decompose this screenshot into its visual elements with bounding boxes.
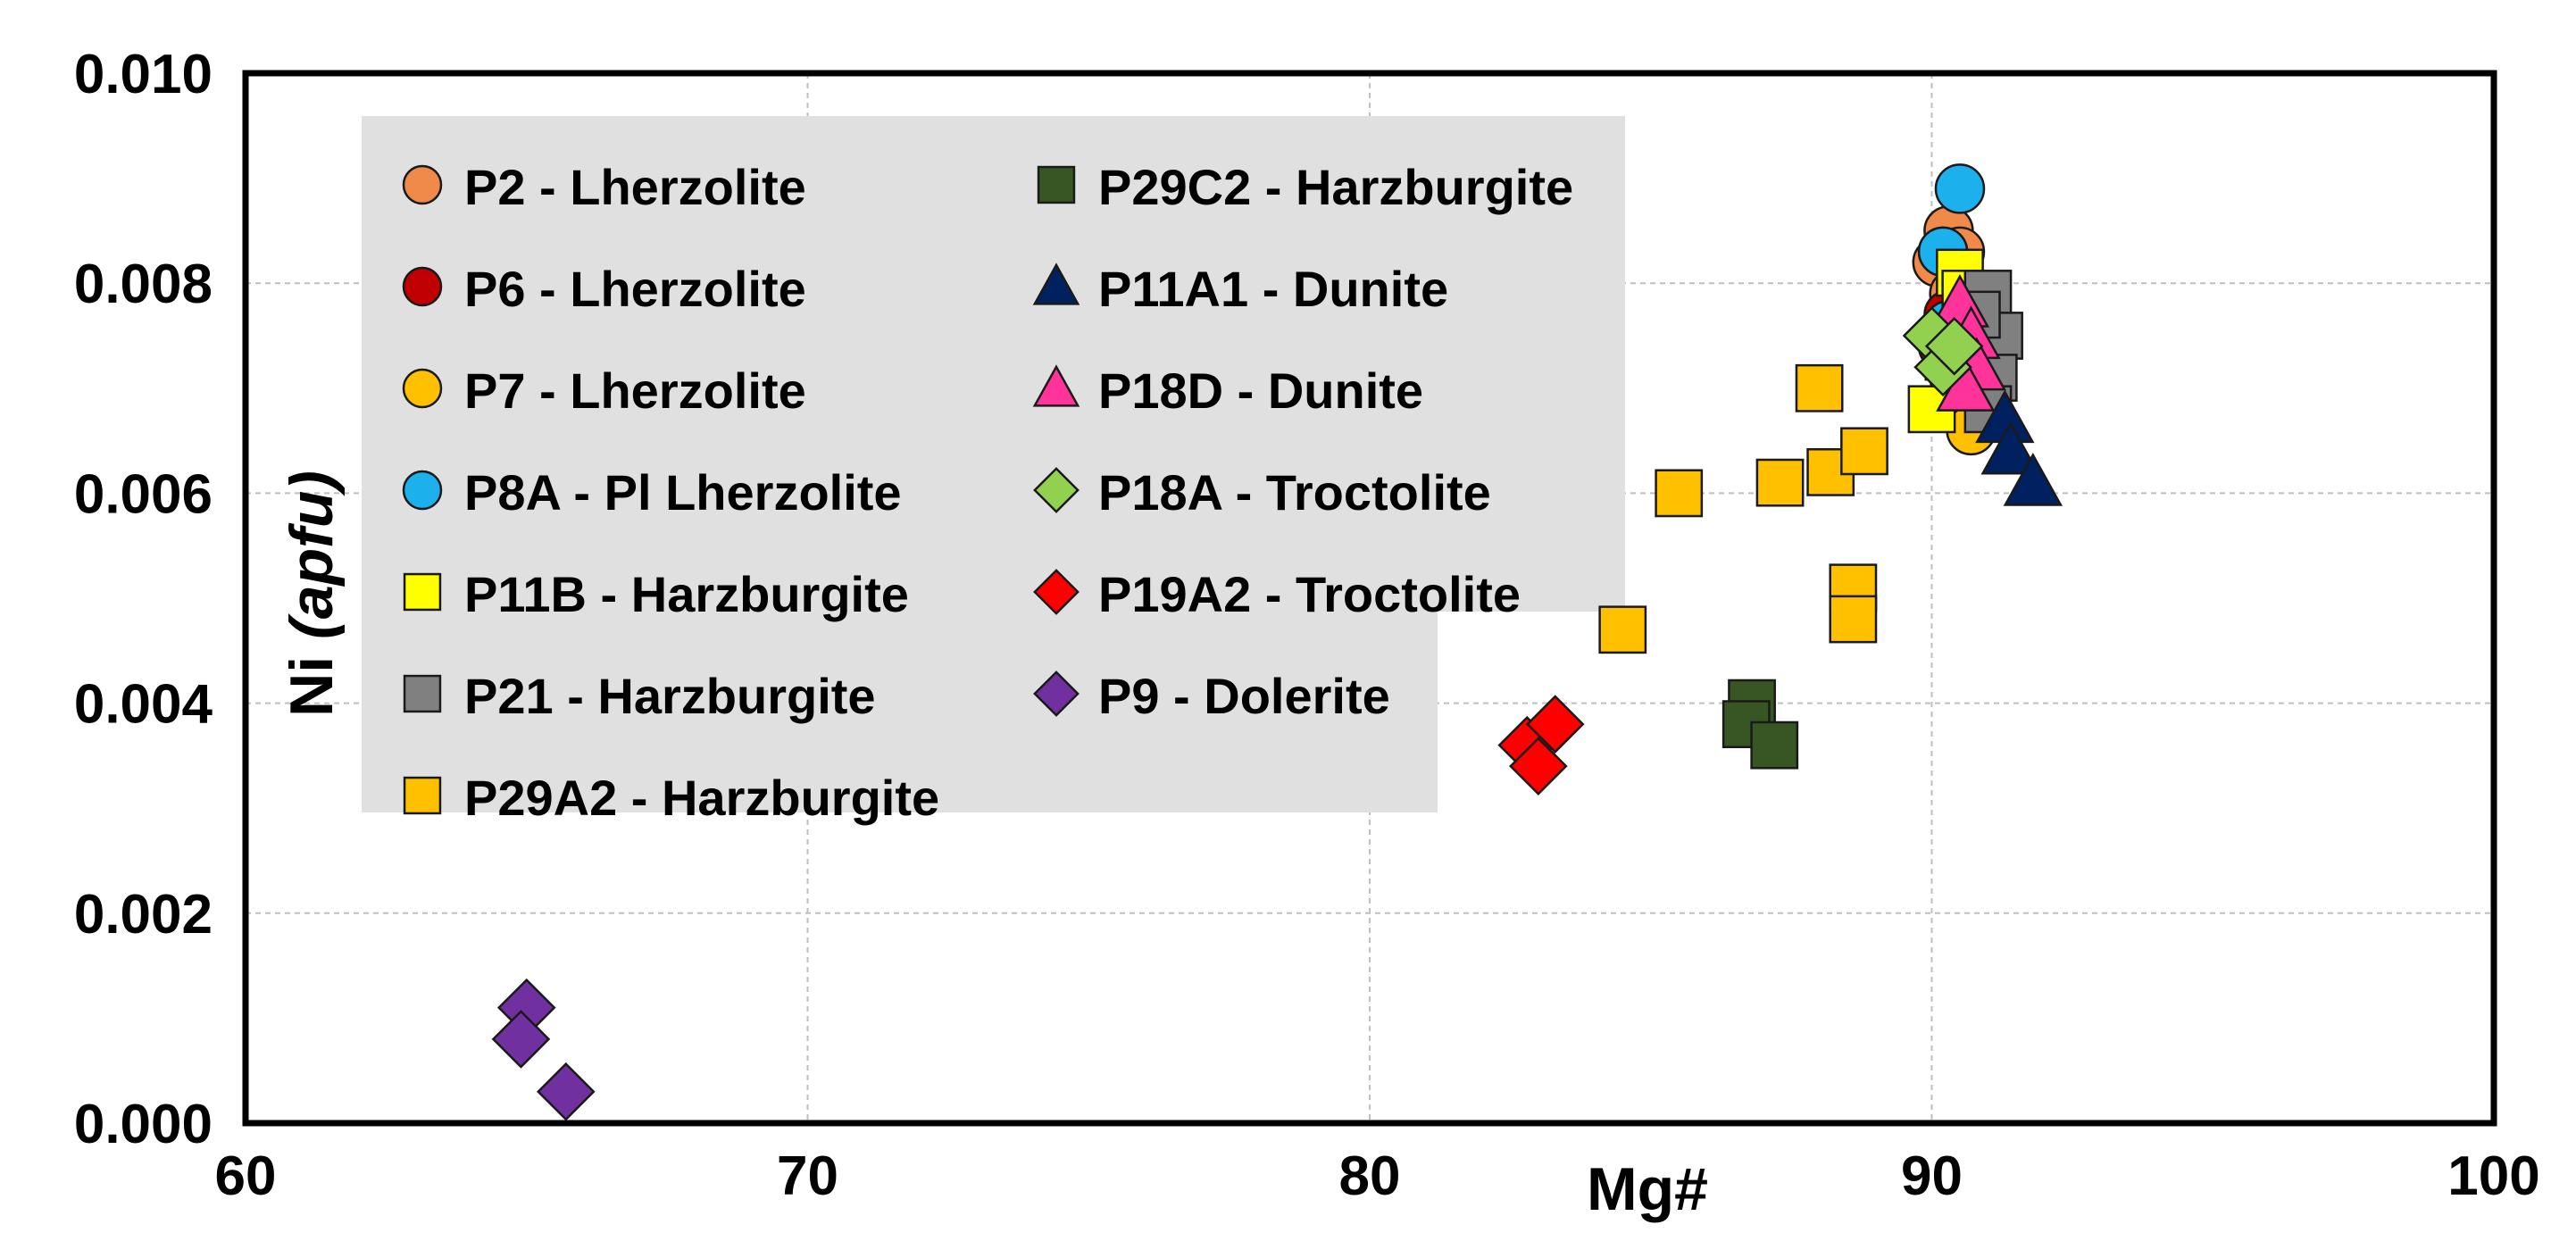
legend-marker: [402, 368, 443, 409]
legend-marker: [1032, 262, 1080, 305]
legend-marker: [1037, 165, 1076, 204]
legend-label: P21 - Harzburgite: [464, 668, 876, 724]
x-tick-label: 70: [777, 1145, 838, 1207]
data-point: [1655, 469, 1704, 518]
data-point: [491, 1010, 551, 1069]
legend-label: P11B - Harzburgite: [464, 566, 909, 622]
data-point: [1509, 737, 1568, 795]
data-point: [536, 1062, 596, 1121]
y-tick-label: 0.002: [74, 884, 213, 945]
data-point: [1980, 421, 2040, 475]
y-tick-labels: 0.000 0.002 0.004 0.006 0.008 0.010: [74, 44, 213, 1155]
y-tick-label: 0.004: [74, 674, 213, 736]
legend-marker: [402, 266, 443, 307]
plot-border: [242, 70, 2497, 1127]
x-tick-label: 100: [2447, 1145, 2539, 1207]
data-point: [1525, 695, 1585, 754]
legend-background-lower: [362, 612, 1438, 812]
x-tick-label: 60: [215, 1145, 277, 1207]
legend: P2 - Lherzolite P6 - Lherzolite P7 - Lherz…: [402, 159, 1573, 826]
legend-label: P2 - Lherzolite: [464, 159, 806, 215]
legend-marker: [402, 470, 443, 511]
legend-marker: [402, 164, 443, 205]
legend-label: P18A - Troctolite: [1098, 464, 1491, 521]
y-axis-label-units: (apfu): [278, 471, 346, 639]
data-point: [1795, 363, 1844, 412]
data-point: [1924, 316, 1984, 376]
data-point: [1840, 427, 1888, 476]
legend-marker: [1033, 467, 1080, 513]
y-tick-label: 0.008: [74, 254, 213, 315]
legend-label: P8A - Pl Lherzolite: [464, 464, 902, 521]
x-tick-label: 90: [1901, 1145, 1963, 1207]
x-axis-label: Mg#: [1587, 1155, 1708, 1223]
legend-label: P9 - Dolerite: [1098, 668, 1390, 724]
data-points: [491, 163, 2063, 1121]
legend-marker: [403, 572, 442, 612]
data-point: [1829, 595, 1878, 644]
legend-label: P11A1 - Dunite: [1098, 261, 1448, 317]
data-point: [2003, 453, 2063, 506]
legend-marker: [403, 776, 442, 815]
y-tick-label: 0.000: [74, 1094, 213, 1155]
data-point: [1755, 458, 1805, 507]
y-tick-label: 0.006: [74, 463, 213, 525]
plot-frame: [242, 70, 2497, 1127]
legend-box: [362, 116, 1625, 812]
legend-label: P29C2 - Harzburgite: [1098, 159, 1573, 215]
legend-label: P18D - Dunite: [1098, 362, 1423, 419]
data-point: [1598, 605, 1647, 654]
y-axis-label: Ni (apfu): [278, 471, 346, 717]
x-tick-labels: 60 70 80 90 100: [215, 1145, 2540, 1207]
y-tick-label: 0.010: [74, 44, 213, 105]
legend-label: P6 - Lherzolite: [464, 261, 806, 317]
legend-marker: [1033, 569, 1080, 615]
legend-label: P7 - Lherzolite: [464, 362, 806, 419]
x-tick-label: 80: [1339, 1145, 1401, 1207]
data-point: [1934, 163, 1986, 214]
legend-label: P29A2 - Harzburgite: [464, 770, 939, 826]
legend-label: P19A2 - Troctolite: [1098, 566, 1521, 622]
data-point: [1750, 720, 1799, 770]
legend-marker: [1033, 670, 1080, 717]
legend-marker: [403, 674, 442, 713]
legend-background: [362, 116, 1625, 612]
legend-marker: [1032, 364, 1080, 407]
y-axis-label-main: Ni: [278, 639, 346, 717]
